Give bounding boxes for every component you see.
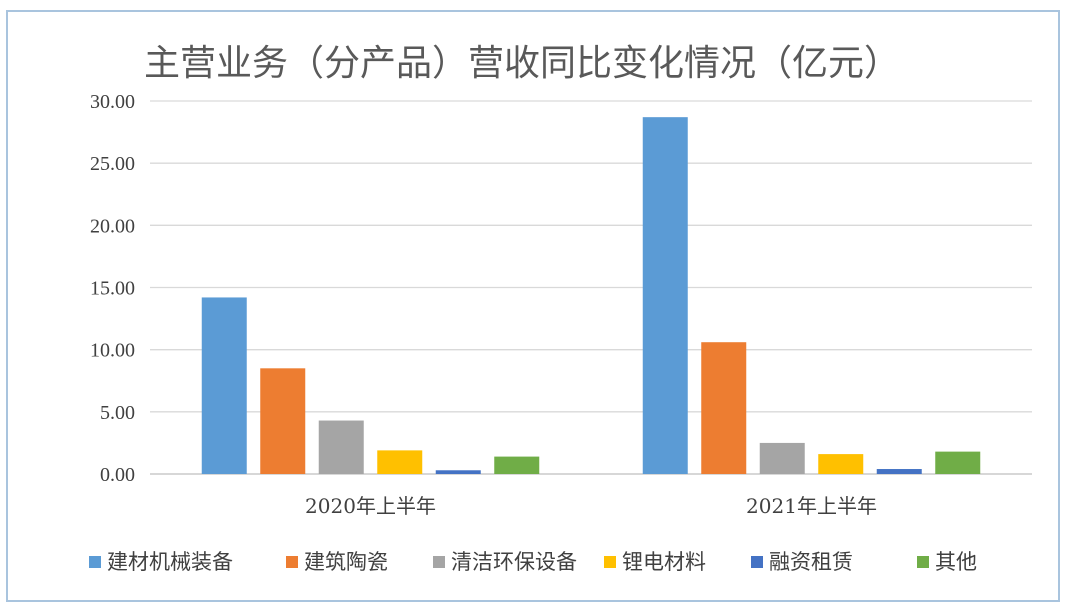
legend-item: 建材机械装备 <box>89 550 233 574</box>
legend-swatch <box>433 556 445 568</box>
bar <box>435 470 481 474</box>
legend-label: 锂电材料 <box>622 550 706 574</box>
legend-item: 其他 <box>917 550 977 574</box>
y-tick-label: 5.00 <box>100 402 135 424</box>
bar <box>260 368 306 474</box>
y-tick-label: 10.00 <box>90 340 135 362</box>
bar <box>701 342 747 474</box>
bar <box>642 117 688 474</box>
bar <box>318 420 364 474</box>
y-tick-label: 15.00 <box>90 278 135 300</box>
legend-swatch <box>89 556 101 568</box>
legend-item: 融资租赁 <box>751 550 853 574</box>
legend-swatch <box>917 556 929 568</box>
bar <box>377 450 423 474</box>
bar <box>201 297 247 474</box>
legend-label: 清洁环保设备 <box>451 550 577 574</box>
x-axis-category-labels: 2020年上半年 2021年上半年 <box>305 494 877 518</box>
legend-swatch <box>751 556 763 568</box>
bar <box>759 442 805 474</box>
y-tick-label: 25.00 <box>90 153 135 175</box>
legend-label: 融资租赁 <box>769 550 853 574</box>
legend-swatch <box>286 556 298 568</box>
legend-item: 清洁环保设备 <box>433 550 577 574</box>
chart-title: 主营业务（分产品）营收同比变化情况（亿元） <box>144 43 900 84</box>
x-category-label: 2020年上半年 <box>305 494 436 518</box>
legend-item: 建筑陶瓷 <box>286 550 388 574</box>
x-category-label: 2021年上半年 <box>746 494 877 518</box>
legend-item: 锂电材料 <box>604 550 706 574</box>
y-tick-label: 30.00 <box>90 91 135 113</box>
y-tick-label: 0.00 <box>100 464 135 486</box>
legend-label: 建材机械装备 <box>107 550 233 574</box>
bar <box>935 451 981 474</box>
legend-label: 其他 <box>935 550 977 574</box>
bar <box>818 454 864 474</box>
legend-swatch <box>604 556 616 568</box>
legend: 建材机械装备 建筑陶瓷 清洁环保设备 锂电材料 融资租赁 其他 <box>89 550 977 574</box>
bar <box>876 469 922 474</box>
chart-frame <box>6 10 1060 602</box>
y-axis-tick-labels: 0.00 5.00 10.00 15.00 20.00 25.00 30.00 <box>90 91 135 486</box>
bars <box>201 117 981 474</box>
legend-label: 建筑陶瓷 <box>304 550 388 574</box>
bar <box>494 456 540 474</box>
y-tick-label: 20.00 <box>90 215 135 237</box>
